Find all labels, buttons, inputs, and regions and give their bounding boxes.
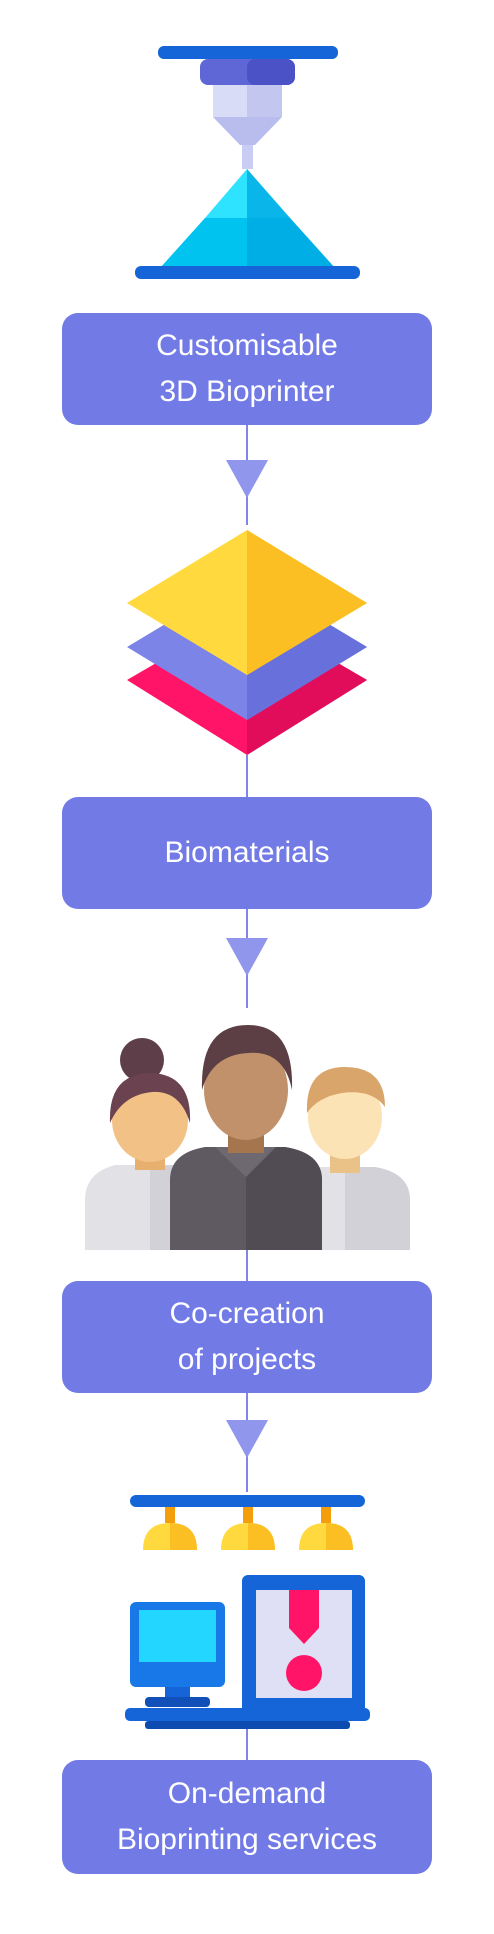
connector-line xyxy=(246,755,248,800)
step-label: On-demand Bioprinting services xyxy=(117,1771,377,1863)
bioprinter-icon xyxy=(125,40,370,285)
connector-line xyxy=(246,1245,248,1285)
bioprinting-lab-icon xyxy=(125,1490,370,1730)
team-people-icon xyxy=(80,1005,415,1250)
step-box-bioprinter: Customisable 3D Bioprinter xyxy=(62,313,432,425)
step-label: Co-creation of projects xyxy=(169,1291,324,1383)
arrow-down-icon xyxy=(226,460,268,500)
connector-line xyxy=(246,1725,248,1760)
step-label: Biomaterials xyxy=(164,830,329,876)
step-box-on-demand: On-demand Bioprinting services xyxy=(62,1760,432,1874)
arrow-down-icon xyxy=(226,938,268,978)
step-label: Customisable 3D Bioprinter xyxy=(156,323,338,415)
step-box-co-creation: Co-creation of projects xyxy=(62,1281,432,1393)
arrow-down-icon xyxy=(226,1420,268,1460)
step-box-biomaterials: Biomaterials xyxy=(62,797,432,909)
biomaterial-layers-icon xyxy=(127,525,367,760)
